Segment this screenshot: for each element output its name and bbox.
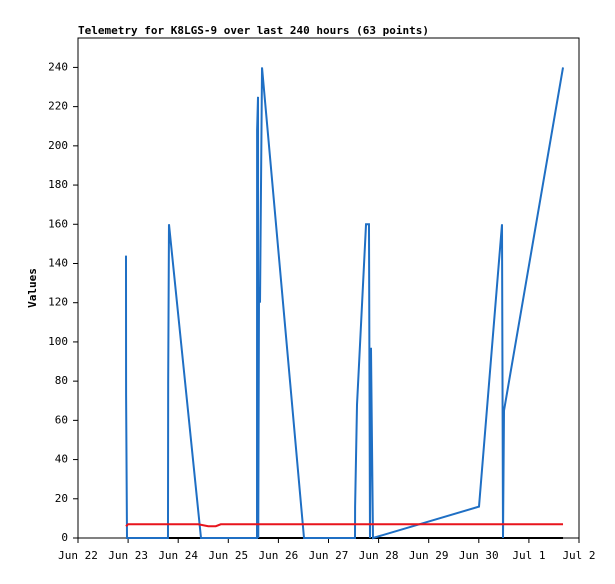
- y-tick-label: 120: [48, 296, 68, 309]
- x-tick-label: Jun 25: [208, 549, 248, 562]
- y-tick-label: 0: [61, 531, 68, 544]
- x-tick-label: Jun 26: [259, 549, 299, 562]
- y-tick-label: 140: [48, 256, 68, 269]
- x-tick-label: Jul 1: [512, 549, 545, 562]
- x-tick-label: Jul 2: [562, 549, 595, 562]
- y-tick-label: 180: [48, 178, 68, 191]
- y-tick-label: 80: [55, 374, 68, 387]
- x-tick-label: Jun 22: [58, 549, 98, 562]
- x-tick-label: Jun 29: [409, 549, 449, 562]
- chart-title: Telemetry for K8LGS-9 over last 240 hour…: [78, 24, 429, 37]
- y-tick-label: 200: [48, 139, 68, 152]
- series-line: [124, 67, 565, 540]
- y-tick-label: 40: [55, 453, 68, 466]
- y-tick-label: 100: [48, 335, 68, 348]
- x-tick-label: Jun 27: [309, 549, 349, 562]
- y-axis-label: Values: [26, 268, 39, 308]
- x-tick-label: Jun 30: [459, 549, 499, 562]
- y-tick-label: 20: [55, 492, 68, 505]
- y-tick-label: 220: [48, 100, 68, 113]
- y-tick-label: 160: [48, 217, 68, 230]
- x-tick-label: Jun 23: [108, 549, 148, 562]
- x-tick-label: Jun 24: [158, 549, 198, 562]
- x-tick-label: Jun 28: [359, 549, 399, 562]
- y-tick-label: 240: [48, 60, 68, 73]
- y-tick-label: 60: [55, 413, 68, 426]
- series-line: [125, 523, 564, 528]
